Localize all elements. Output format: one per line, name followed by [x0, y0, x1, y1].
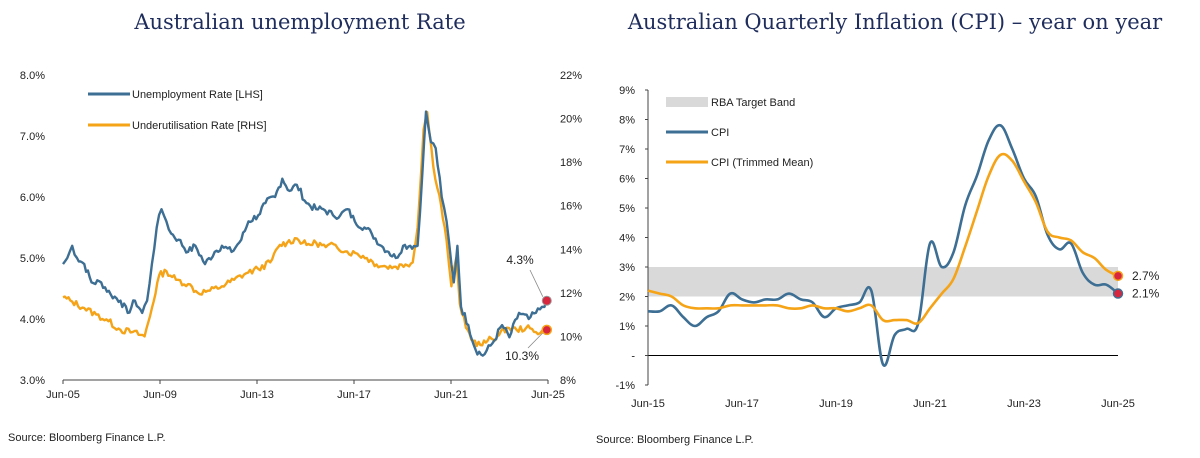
- source-note: Source: Bloomberg Finance L.P.: [596, 434, 754, 446]
- chart-title: Australian unemployment Rate: [134, 10, 466, 34]
- x-tick-label: Jun-23: [1007, 398, 1041, 410]
- y-tick-label: 2%: [619, 292, 635, 304]
- annotation-unemployment: 4.3%: [506, 253, 534, 267]
- y-tick-label: 7%: [619, 144, 635, 156]
- y-tick-label: 8%: [619, 115, 635, 127]
- y-left-tick-label: 7.0%: [20, 131, 45, 143]
- chart-title: Australian Quarterly Inflation (CPI) – y…: [627, 10, 1163, 34]
- end-marker-cpi: [1112, 288, 1124, 299]
- y-tick-label: 6%: [619, 174, 635, 186]
- y-right-tick-label: 10%: [560, 331, 582, 343]
- legend-swatch-band: [666, 97, 708, 107]
- x-tick-label: Jun-09: [143, 389, 177, 401]
- annotation-underutilisation: 10.3%: [505, 349, 539, 363]
- annotation-cpi: 2.1%: [1132, 287, 1160, 301]
- series-line-underutilisation: [62, 110, 548, 348]
- end-marker-unemployment: [541, 295, 552, 306]
- x-tick-label: Jun-25: [1101, 398, 1135, 410]
- y-left-tick-label: 8.0%: [20, 70, 45, 82]
- inflation-chart: -1%-1%2%3%4%5%6%7%8%9%Jun-15 Jun-17 Jun-19…: [615, 85, 1160, 410]
- source-note: Source: Bloomberg Finance L.P.: [8, 432, 166, 444]
- unemployment-chart-panel: Australian unemployment Rate Jun-05 Jun-0…: [8, 10, 582, 444]
- legend-label: Unemployment Rate [LHS]: [132, 89, 263, 101]
- y-tick-label: 3%: [619, 262, 635, 274]
- legend-label: Underutilisation Rate [RHS]: [132, 120, 267, 132]
- legend-label: RBA Target Band: [711, 97, 795, 109]
- series-line-unemployment: [62, 110, 548, 357]
- x-tick-label: Jun-17: [725, 398, 759, 410]
- x-tick-label: Jun-25: [531, 389, 565, 401]
- y-right-tick-label: 14%: [560, 244, 582, 256]
- x-tick-label: Jun-19: [819, 398, 853, 410]
- y-right-tick-label: 8%: [560, 375, 576, 387]
- x-tick-label: Jun-05: [46, 389, 80, 401]
- x-tick-label: Jun-17: [337, 389, 371, 401]
- x-tick-label: Jun-21: [913, 398, 947, 410]
- y-tick-label: 5%: [619, 203, 635, 215]
- series-line-cpi: [647, 123, 1119, 367]
- annotation-trimmed-mean: 2.7%: [1132, 269, 1160, 283]
- x-tick-label: Jun-15: [631, 398, 665, 410]
- y-right-tick-label: 16%: [560, 201, 582, 213]
- inflation-chart-panel: Australian Quarterly Inflation (CPI) – y…: [590, 0, 1200, 458]
- y-left-tick-label: 6.0%: [20, 192, 45, 204]
- x-tick-label: Jun-21: [434, 389, 468, 401]
- y-right-tick-label: 18%: [560, 157, 582, 169]
- y-tick-label: -1%: [615, 380, 635, 392]
- rba-target-band: [648, 267, 1118, 297]
- y-right-tick-label: 20%: [560, 114, 582, 126]
- y-tick-label: 1%: [619, 321, 635, 333]
- unemployment-chart: Jun-05 Jun-09 Jun-13 Jun-17 Jun-21 Jun-25 3.0%…: [20, 70, 582, 401]
- y-tick-label: 4%: [619, 233, 635, 245]
- y-right-tick-label: 22%: [560, 70, 582, 82]
- annotation-leader: [529, 269, 544, 297]
- y-right-tick-label: 12%: [560, 288, 582, 300]
- legend-label: CPI (Trimmed Mean): [711, 157, 813, 169]
- y-left-tick-label: 3.0%: [20, 375, 45, 387]
- y-left-tick-label: 5.0%: [20, 253, 45, 265]
- annotation-leader: [527, 332, 544, 349]
- end-marker-trimmed-mean: [1112, 270, 1124, 282]
- series-line-trimmed-mean: [647, 152, 1119, 325]
- y-tick-label: -: [631, 351, 635, 363]
- y-tick-label: 9%: [619, 85, 635, 97]
- legend-label: CPI: [711, 127, 729, 139]
- y-left-tick-label: 4.0%: [20, 314, 45, 326]
- x-tick-label: Jun-13: [240, 389, 274, 401]
- end-marker-underutilisation: [541, 324, 553, 336]
